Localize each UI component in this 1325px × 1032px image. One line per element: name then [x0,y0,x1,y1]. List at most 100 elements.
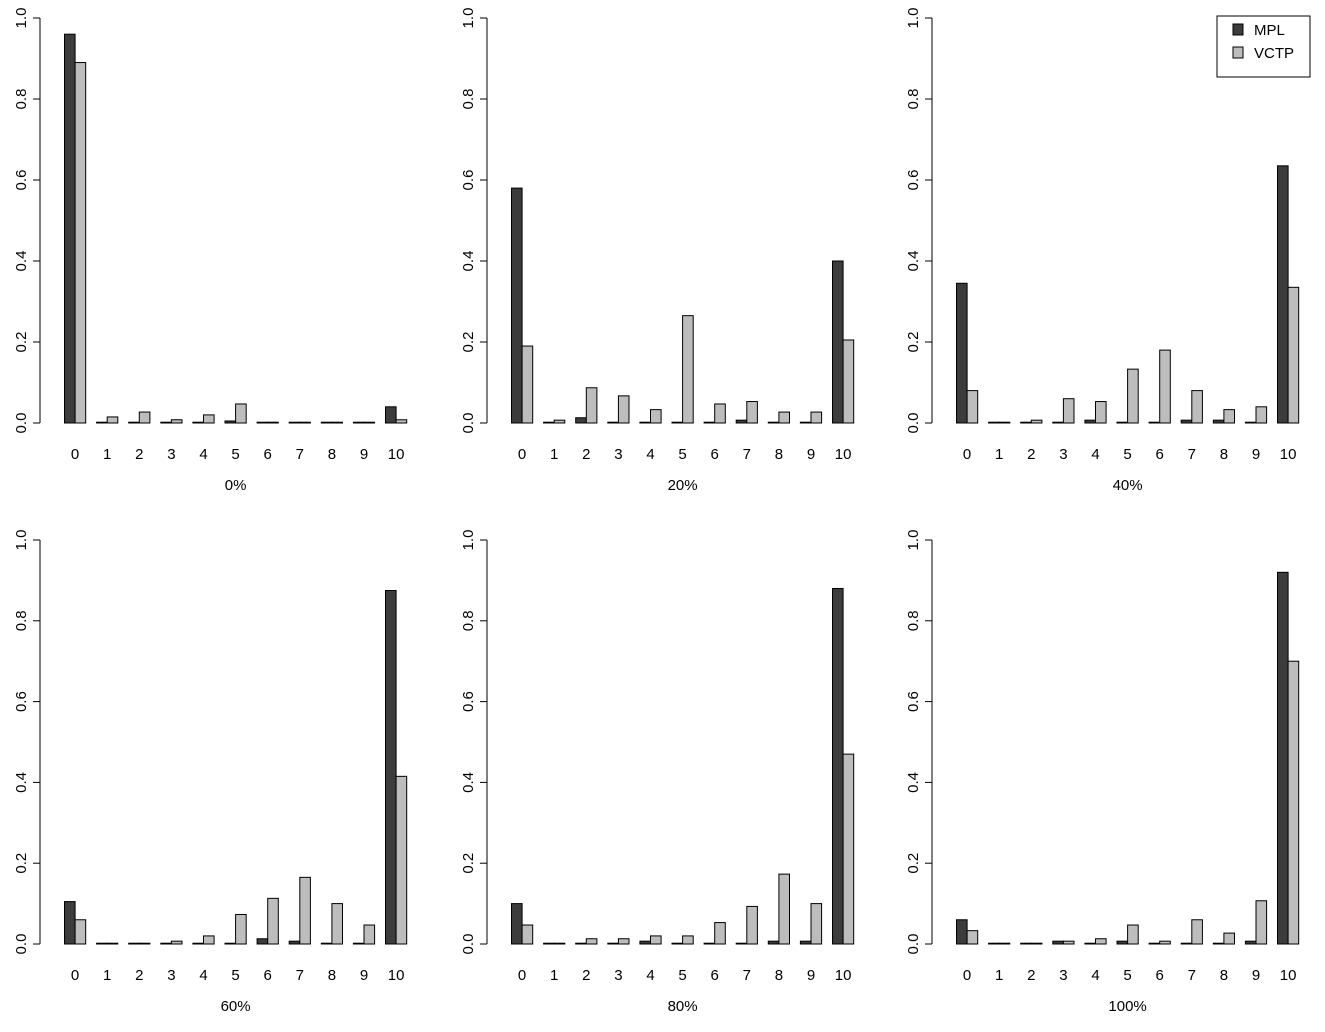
bar-mpl-8 [320,942,333,945]
bar-mpl-10 [385,590,397,945]
bar-mpl-8 [767,940,780,945]
x-tick-label: 7 [1188,967,1196,984]
bar-vctp-8 [331,903,343,945]
bar-mpl-4 [639,940,652,945]
bar-mpl-6 [256,938,269,945]
bar-vctp-1 [998,421,1011,424]
y-tick-label: 0.0 [460,413,477,434]
x-tick-label: 5 [678,967,686,984]
bar-vctp-0 [74,62,87,424]
y-tick-label: 0.6 [460,691,477,712]
bar-mpl-1 [543,942,555,945]
bar-vctp-0 [521,345,534,424]
bar-vctp-9 [1255,406,1268,424]
x-tick-label: 10 [388,967,405,984]
bar-mpl-0 [511,187,523,424]
x-tick-label: 0 [963,446,971,463]
x-tick-label: 9 [360,446,368,463]
bar-vctp-10 [842,339,855,424]
x-tick-label: 6 [1156,446,1164,463]
y-tick-label: 0.8 [13,610,30,631]
x-tick-label: 3 [614,446,622,463]
bar-mpl-9 [352,421,365,424]
bar-mpl-2 [1020,942,1032,945]
bar-mpl-5 [224,942,237,945]
y-tick-label: 0.2 [905,332,922,353]
bar-mpl-10 [832,587,844,945]
bar-mpl-2 [128,421,140,424]
bar-mpl-3 [607,942,619,945]
x-tick-label: 5 [1123,446,1131,463]
x-axis-label: 40% [1113,477,1143,494]
x-tick-label: 5 [231,446,239,463]
panel-4: 0.0 0.2 0.4 0.6 0.8 1.0 0 1 2 3 4 5 6 7 8 9 10 80% [460,530,855,1015]
x-tick-label: 9 [807,446,815,463]
bar-mpl-6 [703,421,716,424]
x-tick-label: 2 [135,967,143,984]
x-tick-label: 0 [71,446,79,463]
x-tick-label: 10 [835,967,852,984]
bar-mpl-6 [256,421,269,424]
bar-mpl-8 [320,421,333,424]
bar-mpl-7 [735,419,748,424]
bar-mpl-7 [1180,419,1193,424]
bar-vctp-8 [778,411,791,424]
panel-3: 0.0 0.2 0.4 0.6 0.8 1.0 0 1 2 3 4 5 6 7 8 9 10 60% [13,530,408,1015]
y-tick-label: 0.6 [460,170,477,191]
bar-mpl-0 [511,903,523,945]
bar-mpl-5 [1116,421,1129,424]
panel-0: 0.0 0.2 0.4 0.6 0.8 1.0 0 1 2 3 4 5 6 7 8 9 10 0% [13,8,408,494]
y-tick-label: 1.0 [13,530,30,551]
bar-mpl-0 [956,919,968,945]
bar-vctp-0 [74,919,87,945]
x-tick-label: 9 [360,967,368,984]
bar-mpl-3 [160,421,172,424]
bar-vctp-2 [138,942,151,945]
bar-mpl-4 [1084,942,1097,945]
x-tick-label: 7 [743,446,751,463]
x-tick-label: 4 [646,446,654,463]
y-tick-label: 0.2 [460,332,477,353]
bar-mpl-3 [1052,940,1064,945]
y-tick-label: 0.6 [905,170,922,191]
y-tick-label: 0.6 [13,691,30,712]
x-tick-label: 4 [1091,446,1099,463]
y-tick-label: 0.8 [460,610,477,631]
y-tick-label: 1.0 [460,530,477,551]
bar-vctp-3 [170,940,183,945]
bar-mpl-4 [1084,419,1097,424]
y-tick-label: 0.0 [13,934,30,955]
y-tick-label: 0.4 [905,772,922,793]
bar-mpl-10 [385,406,397,424]
bar-vctp-3 [617,395,630,424]
bar-mpl-6 [1148,421,1161,424]
panel-2: 0.0 0.2 0.4 0.6 0.8 1.0 0 1 2 3 4 5 6 7 8 9 10 40% [905,8,1300,494]
x-tick-label: 4 [199,967,207,984]
x-axis-label: 0% [225,477,247,494]
bar-mpl-1 [988,421,1000,424]
bar-mpl-1 [543,421,555,424]
x-tick-label: 5 [1123,967,1131,984]
y-tick-label: 0.4 [13,251,30,272]
x-tick-label: 0 [518,967,526,984]
x-tick-label: 0 [518,446,526,463]
bar-mpl-1 [96,421,108,424]
bar-mpl-7 [288,940,301,945]
bar-mpl-3 [1052,421,1064,424]
x-tick-label: 8 [775,967,783,984]
bar-vctp-3 [170,419,183,424]
bar-vctp-0 [966,930,979,945]
x-tick-label: 8 [328,446,336,463]
bar-mpl-9 [1244,421,1257,424]
bar-mpl-7 [1180,942,1193,945]
bar-mpl-5 [224,420,237,424]
bar-mpl-0 [64,901,76,945]
x-tick-label: 3 [614,967,622,984]
bar-vctp-8 [778,873,791,945]
bar-vctp-9 [363,421,376,424]
bar-mpl-1 [96,942,108,945]
x-tick-label: 0 [71,967,79,984]
y-tick-label: 0.4 [905,251,922,272]
x-tick-label: 3 [167,967,175,984]
